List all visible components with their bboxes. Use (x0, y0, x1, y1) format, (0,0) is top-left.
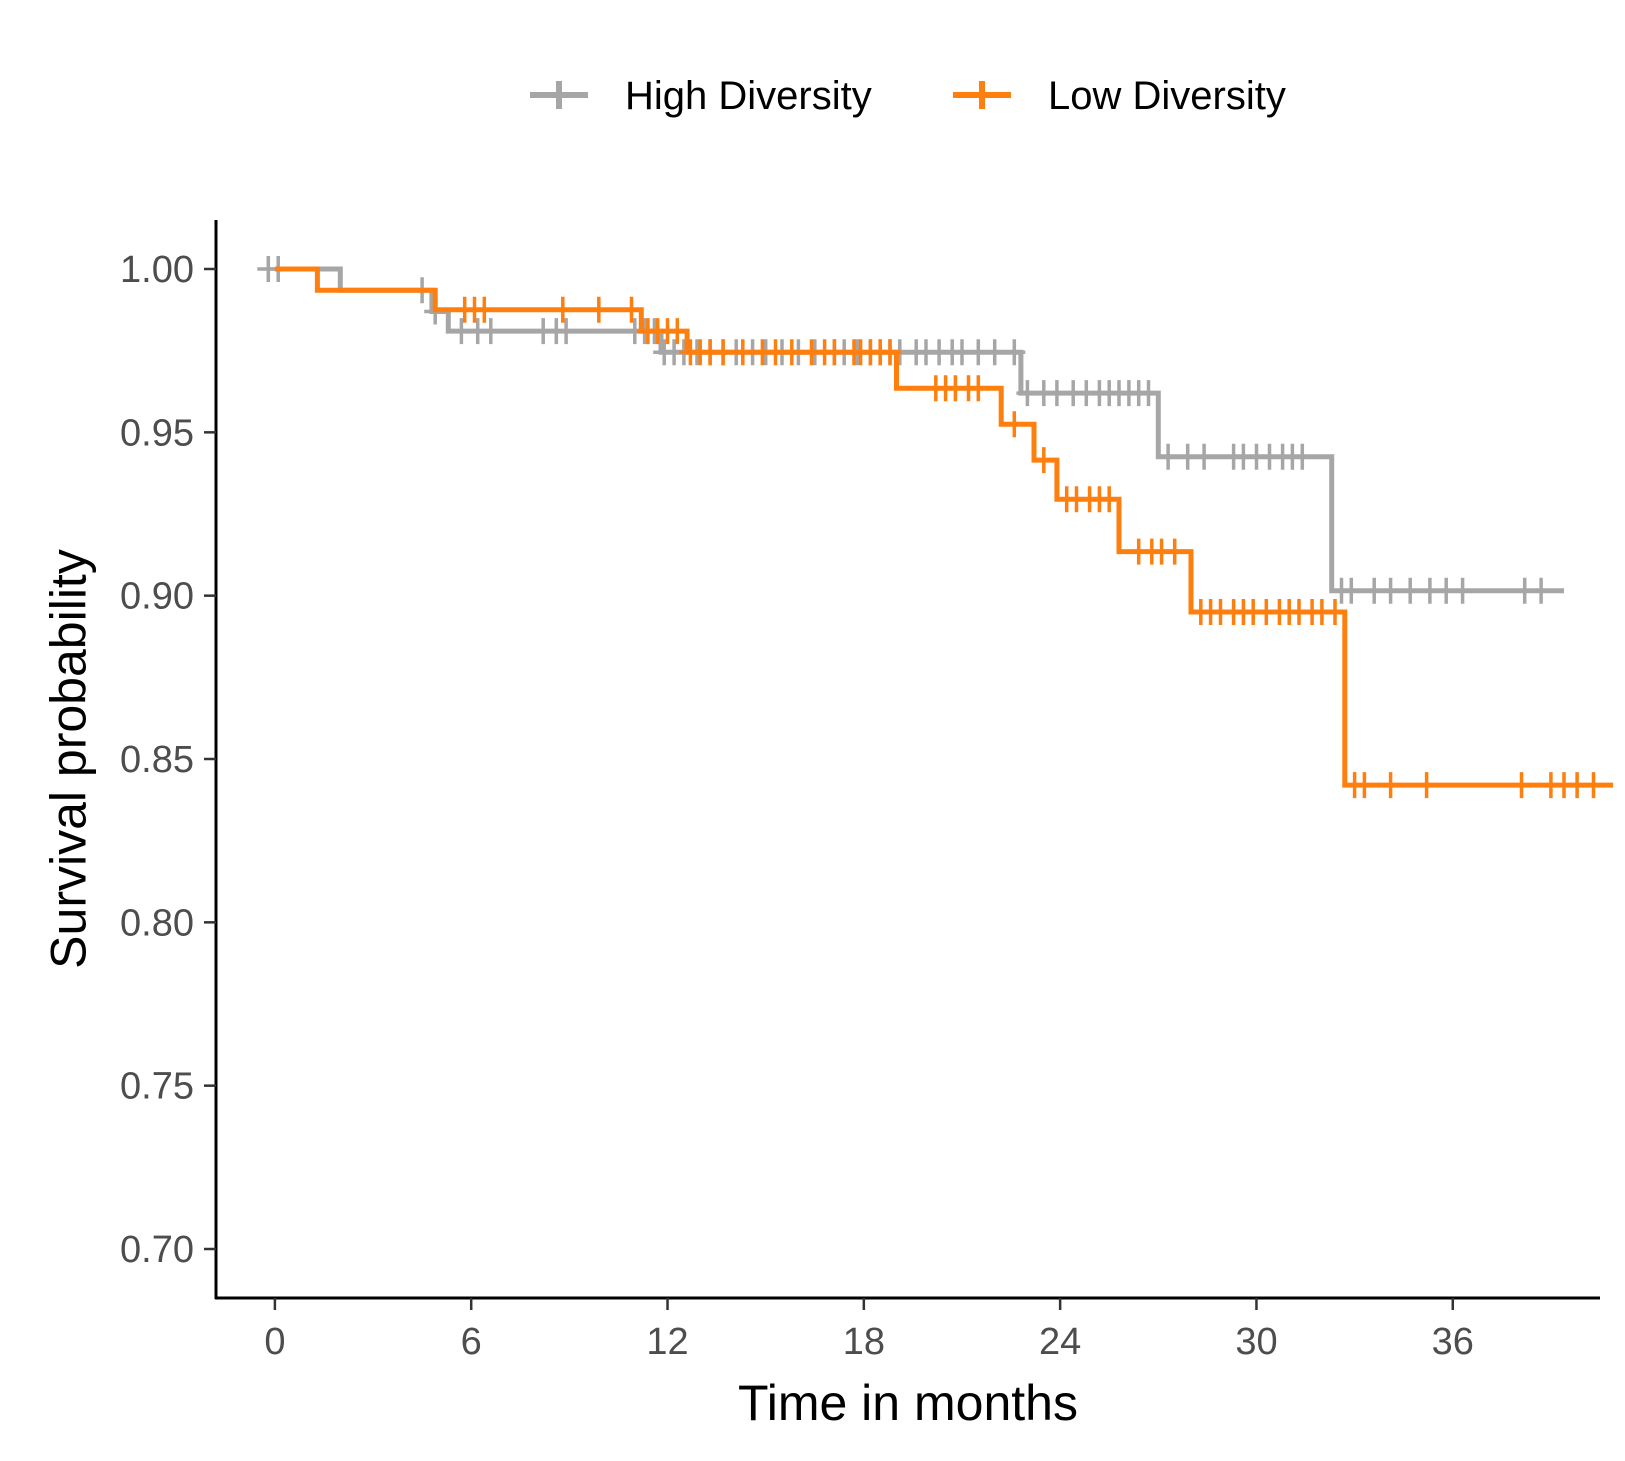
legend-key (530, 81, 588, 109)
censor-mark (1137, 380, 1160, 407)
censor-mark (1324, 599, 1346, 625)
censor-mark (1193, 443, 1216, 470)
legend-key (953, 81, 1011, 109)
censor-mark (666, 318, 689, 345)
x-axis-title: Time in months (738, 1375, 1078, 1431)
censor-mark (1163, 538, 1186, 565)
x-tick-label: 12 (646, 1321, 688, 1363)
censor-mark (780, 339, 803, 366)
y-tick-label: 0.85 (120, 739, 194, 781)
y-tick-label: 0.70 (120, 1229, 194, 1271)
y-tick-label: 1.00 (120, 249, 194, 291)
censor-mark (1379, 772, 1402, 799)
censor-mark (1098, 486, 1121, 513)
x-tick-label: 24 (1039, 1321, 1081, 1363)
y-tick-label: 0.75 (120, 1066, 194, 1108)
censor-mark (1530, 577, 1553, 604)
censor-mark (479, 318, 502, 345)
censor-mark (1379, 577, 1402, 604)
axis-titles: Time in months Survival probability (41, 549, 1078, 1431)
censor-mark (967, 375, 990, 402)
censor-mark (620, 296, 643, 323)
censor-mark (1003, 411, 1026, 438)
censor-mark (983, 339, 1006, 366)
y-axis-title: Survival probability (41, 549, 97, 969)
y-tick-label: 0.90 (120, 576, 194, 618)
censor-mark (1032, 447, 1055, 474)
legend-item: Low Diversity (953, 74, 1286, 118)
censor-mark (555, 318, 578, 345)
legend-label: Low Diversity (1048, 74, 1286, 118)
censor-mark (1399, 577, 1422, 604)
censor-mark (1510, 772, 1533, 799)
x-tick-label: 36 (1432, 1321, 1474, 1363)
censor-mark (1003, 339, 1026, 366)
censor-mark (712, 339, 735, 366)
censor-mark (1415, 772, 1438, 799)
y-tick-label: 0.80 (120, 902, 194, 944)
x-tick-label: 6 (461, 1321, 482, 1363)
censor-mark (823, 339, 846, 366)
censor-mark (1451, 577, 1474, 604)
censor-mark (1340, 577, 1363, 604)
legend-item: High Diversity (530, 74, 872, 118)
x-tick-label: 18 (843, 1321, 885, 1363)
censor-mark (587, 296, 610, 323)
legend: High Diversity Low Diversity (530, 74, 1286, 118)
censor-mark (551, 296, 574, 323)
x-tick-label: 0 (264, 1321, 285, 1363)
censor-mark (1291, 443, 1314, 470)
survival-curve (274, 266, 1564, 594)
axes: 0.70 0.75 0.80 0.85 0.90 0.95 1.00 0 6 12 18 24 30 36 (120, 220, 1600, 1363)
legend-label: High Diversity (625, 74, 872, 118)
series-1 (274, 266, 1614, 799)
censor-mark (1582, 772, 1605, 799)
x-tick-label: 30 (1235, 1321, 1277, 1363)
censor-mark (731, 339, 754, 366)
censor-mark (473, 296, 496, 323)
survival-curve (274, 266, 1614, 788)
y-tick-label: 0.95 (120, 412, 194, 454)
series-layer (257, 256, 1614, 799)
censor-mark (1353, 772, 1376, 799)
censor-mark (879, 339, 901, 366)
censor-mark (1157, 443, 1180, 470)
